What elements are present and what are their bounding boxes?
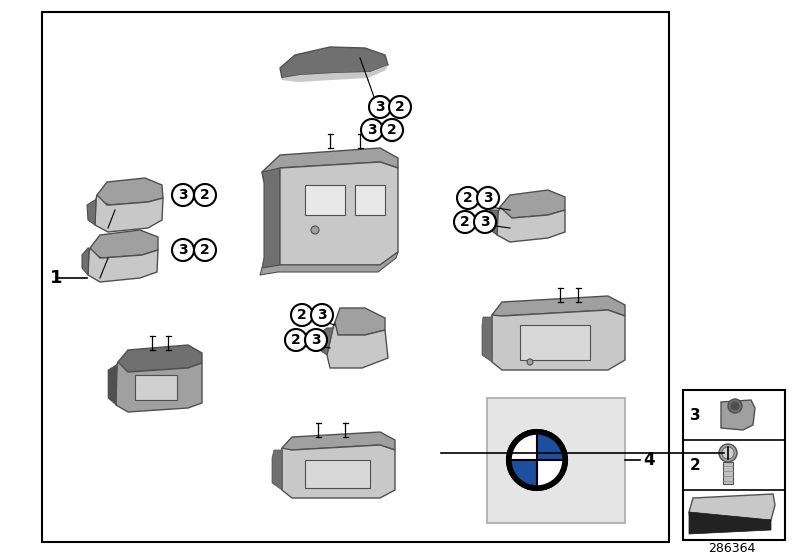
Polygon shape: [497, 207, 565, 242]
Polygon shape: [689, 494, 775, 524]
Circle shape: [194, 239, 216, 261]
Circle shape: [389, 96, 411, 118]
Polygon shape: [117, 345, 202, 372]
Circle shape: [172, 239, 194, 261]
Text: 2: 2: [395, 100, 405, 114]
Text: 3: 3: [690, 408, 701, 422]
Circle shape: [527, 359, 533, 365]
Bar: [487, 398, 625, 523]
Polygon shape: [498, 190, 565, 218]
Polygon shape: [320, 328, 333, 355]
Bar: [520, 325, 590, 360]
Polygon shape: [262, 148, 398, 182]
Bar: [305, 185, 345, 215]
Text: 2: 2: [297, 308, 307, 322]
Polygon shape: [721, 400, 755, 430]
Circle shape: [369, 96, 391, 118]
Text: 3: 3: [367, 123, 377, 137]
Polygon shape: [333, 308, 385, 335]
Circle shape: [311, 304, 333, 326]
Bar: [135, 375, 177, 400]
Circle shape: [719, 444, 737, 462]
Polygon shape: [87, 200, 96, 225]
Circle shape: [507, 430, 567, 490]
Polygon shape: [96, 178, 163, 205]
Polygon shape: [116, 362, 202, 412]
Polygon shape: [280, 47, 388, 78]
Polygon shape: [492, 310, 625, 370]
Circle shape: [311, 226, 319, 234]
Text: 3: 3: [375, 100, 385, 114]
Text: 2: 2: [291, 333, 301, 347]
Text: 3: 3: [311, 333, 321, 347]
Text: 2: 2: [463, 191, 473, 205]
Bar: [42, 12, 669, 542]
Bar: [723, 462, 733, 484]
Wedge shape: [537, 435, 562, 460]
Text: 3: 3: [480, 215, 490, 229]
Circle shape: [305, 329, 327, 351]
Circle shape: [381, 119, 403, 141]
Wedge shape: [512, 460, 537, 485]
Circle shape: [194, 184, 216, 206]
Text: 2: 2: [690, 458, 701, 473]
Circle shape: [731, 402, 739, 410]
Polygon shape: [282, 65, 388, 82]
Text: 1: 1: [50, 269, 62, 287]
Polygon shape: [482, 317, 492, 362]
Text: 286364: 286364: [708, 542, 756, 554]
Circle shape: [454, 211, 476, 233]
Bar: [683, 390, 785, 540]
Text: 4: 4: [643, 451, 654, 469]
Polygon shape: [260, 252, 398, 275]
Polygon shape: [108, 365, 117, 405]
Polygon shape: [82, 248, 89, 275]
Polygon shape: [272, 450, 282, 490]
Polygon shape: [89, 230, 158, 258]
Polygon shape: [282, 432, 395, 458]
Polygon shape: [280, 162, 398, 265]
Circle shape: [728, 399, 742, 413]
Polygon shape: [488, 210, 498, 235]
Text: 2: 2: [387, 123, 397, 137]
Polygon shape: [88, 248, 158, 282]
Polygon shape: [282, 445, 395, 498]
Wedge shape: [537, 460, 562, 485]
Text: 2: 2: [200, 243, 210, 257]
Polygon shape: [327, 322, 388, 368]
Polygon shape: [492, 296, 625, 325]
Circle shape: [722, 447, 734, 459]
Circle shape: [457, 187, 479, 209]
Text: 2: 2: [460, 215, 470, 229]
Circle shape: [510, 433, 564, 487]
Text: 3: 3: [178, 243, 188, 257]
Text: 3: 3: [178, 188, 188, 202]
Bar: [355, 185, 385, 215]
Circle shape: [172, 184, 194, 206]
Bar: [305, 460, 370, 488]
Polygon shape: [262, 168, 280, 268]
Text: 2: 2: [200, 188, 210, 202]
Polygon shape: [689, 512, 771, 534]
Text: 3: 3: [317, 308, 327, 322]
Circle shape: [477, 187, 499, 209]
Circle shape: [474, 211, 496, 233]
Text: 3: 3: [483, 191, 493, 205]
Wedge shape: [512, 435, 537, 460]
Polygon shape: [95, 195, 163, 232]
Circle shape: [285, 329, 307, 351]
Circle shape: [361, 119, 383, 141]
Circle shape: [291, 304, 313, 326]
